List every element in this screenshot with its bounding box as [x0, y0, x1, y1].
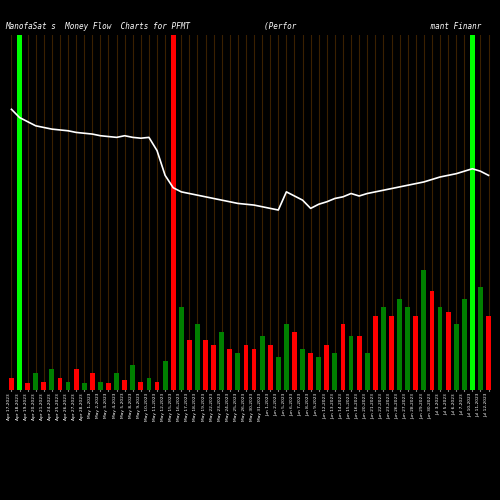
Bar [340, 324, 345, 390]
Bar [74, 370, 78, 390]
Bar [454, 324, 458, 390]
Bar [162, 361, 168, 390]
Bar [348, 336, 354, 390]
Bar [106, 384, 111, 390]
Bar [381, 308, 386, 390]
Bar [324, 344, 329, 390]
Bar [332, 353, 338, 390]
Bar [187, 340, 192, 390]
Bar [308, 353, 313, 390]
Bar [438, 308, 442, 390]
Bar [195, 324, 200, 390]
Bar [82, 384, 86, 390]
Bar [66, 382, 70, 390]
Bar [405, 308, 410, 390]
Bar [179, 308, 184, 390]
Bar [244, 344, 248, 390]
Bar [300, 348, 305, 390]
Bar [220, 332, 224, 390]
Bar [462, 299, 466, 390]
Bar [138, 382, 143, 390]
Bar [430, 291, 434, 390]
Bar [470, 35, 475, 390]
Bar [478, 287, 483, 390]
Bar [42, 382, 46, 390]
Bar [203, 340, 208, 390]
Bar [486, 316, 491, 390]
Bar [365, 353, 370, 390]
Bar [228, 348, 232, 390]
Bar [268, 344, 272, 390]
Bar [316, 357, 321, 390]
Bar [236, 353, 240, 390]
Bar [284, 324, 289, 390]
Bar [154, 382, 160, 390]
Bar [146, 378, 152, 390]
Bar [260, 336, 264, 390]
Bar [414, 316, 418, 390]
Bar [276, 357, 280, 390]
Bar [58, 378, 62, 390]
Bar [122, 380, 127, 390]
Bar [211, 344, 216, 390]
Bar [114, 374, 119, 390]
Bar [98, 382, 103, 390]
Bar [90, 374, 95, 390]
Bar [50, 370, 54, 390]
Bar [389, 316, 394, 390]
Bar [373, 316, 378, 390]
Bar [446, 312, 450, 390]
Bar [130, 365, 135, 390]
Bar [25, 384, 30, 390]
Text: ManofaSat s  Money Flow  Charts for PFMT                (Perfor                 : ManofaSat s Money Flow Charts for PFMT (… [5, 22, 482, 32]
Bar [397, 299, 402, 390]
Bar [422, 270, 426, 390]
Bar [292, 332, 297, 390]
Bar [252, 348, 256, 390]
Bar [356, 336, 362, 390]
Bar [9, 378, 14, 390]
Bar [34, 374, 38, 390]
Bar [17, 35, 22, 390]
Bar [171, 35, 175, 390]
